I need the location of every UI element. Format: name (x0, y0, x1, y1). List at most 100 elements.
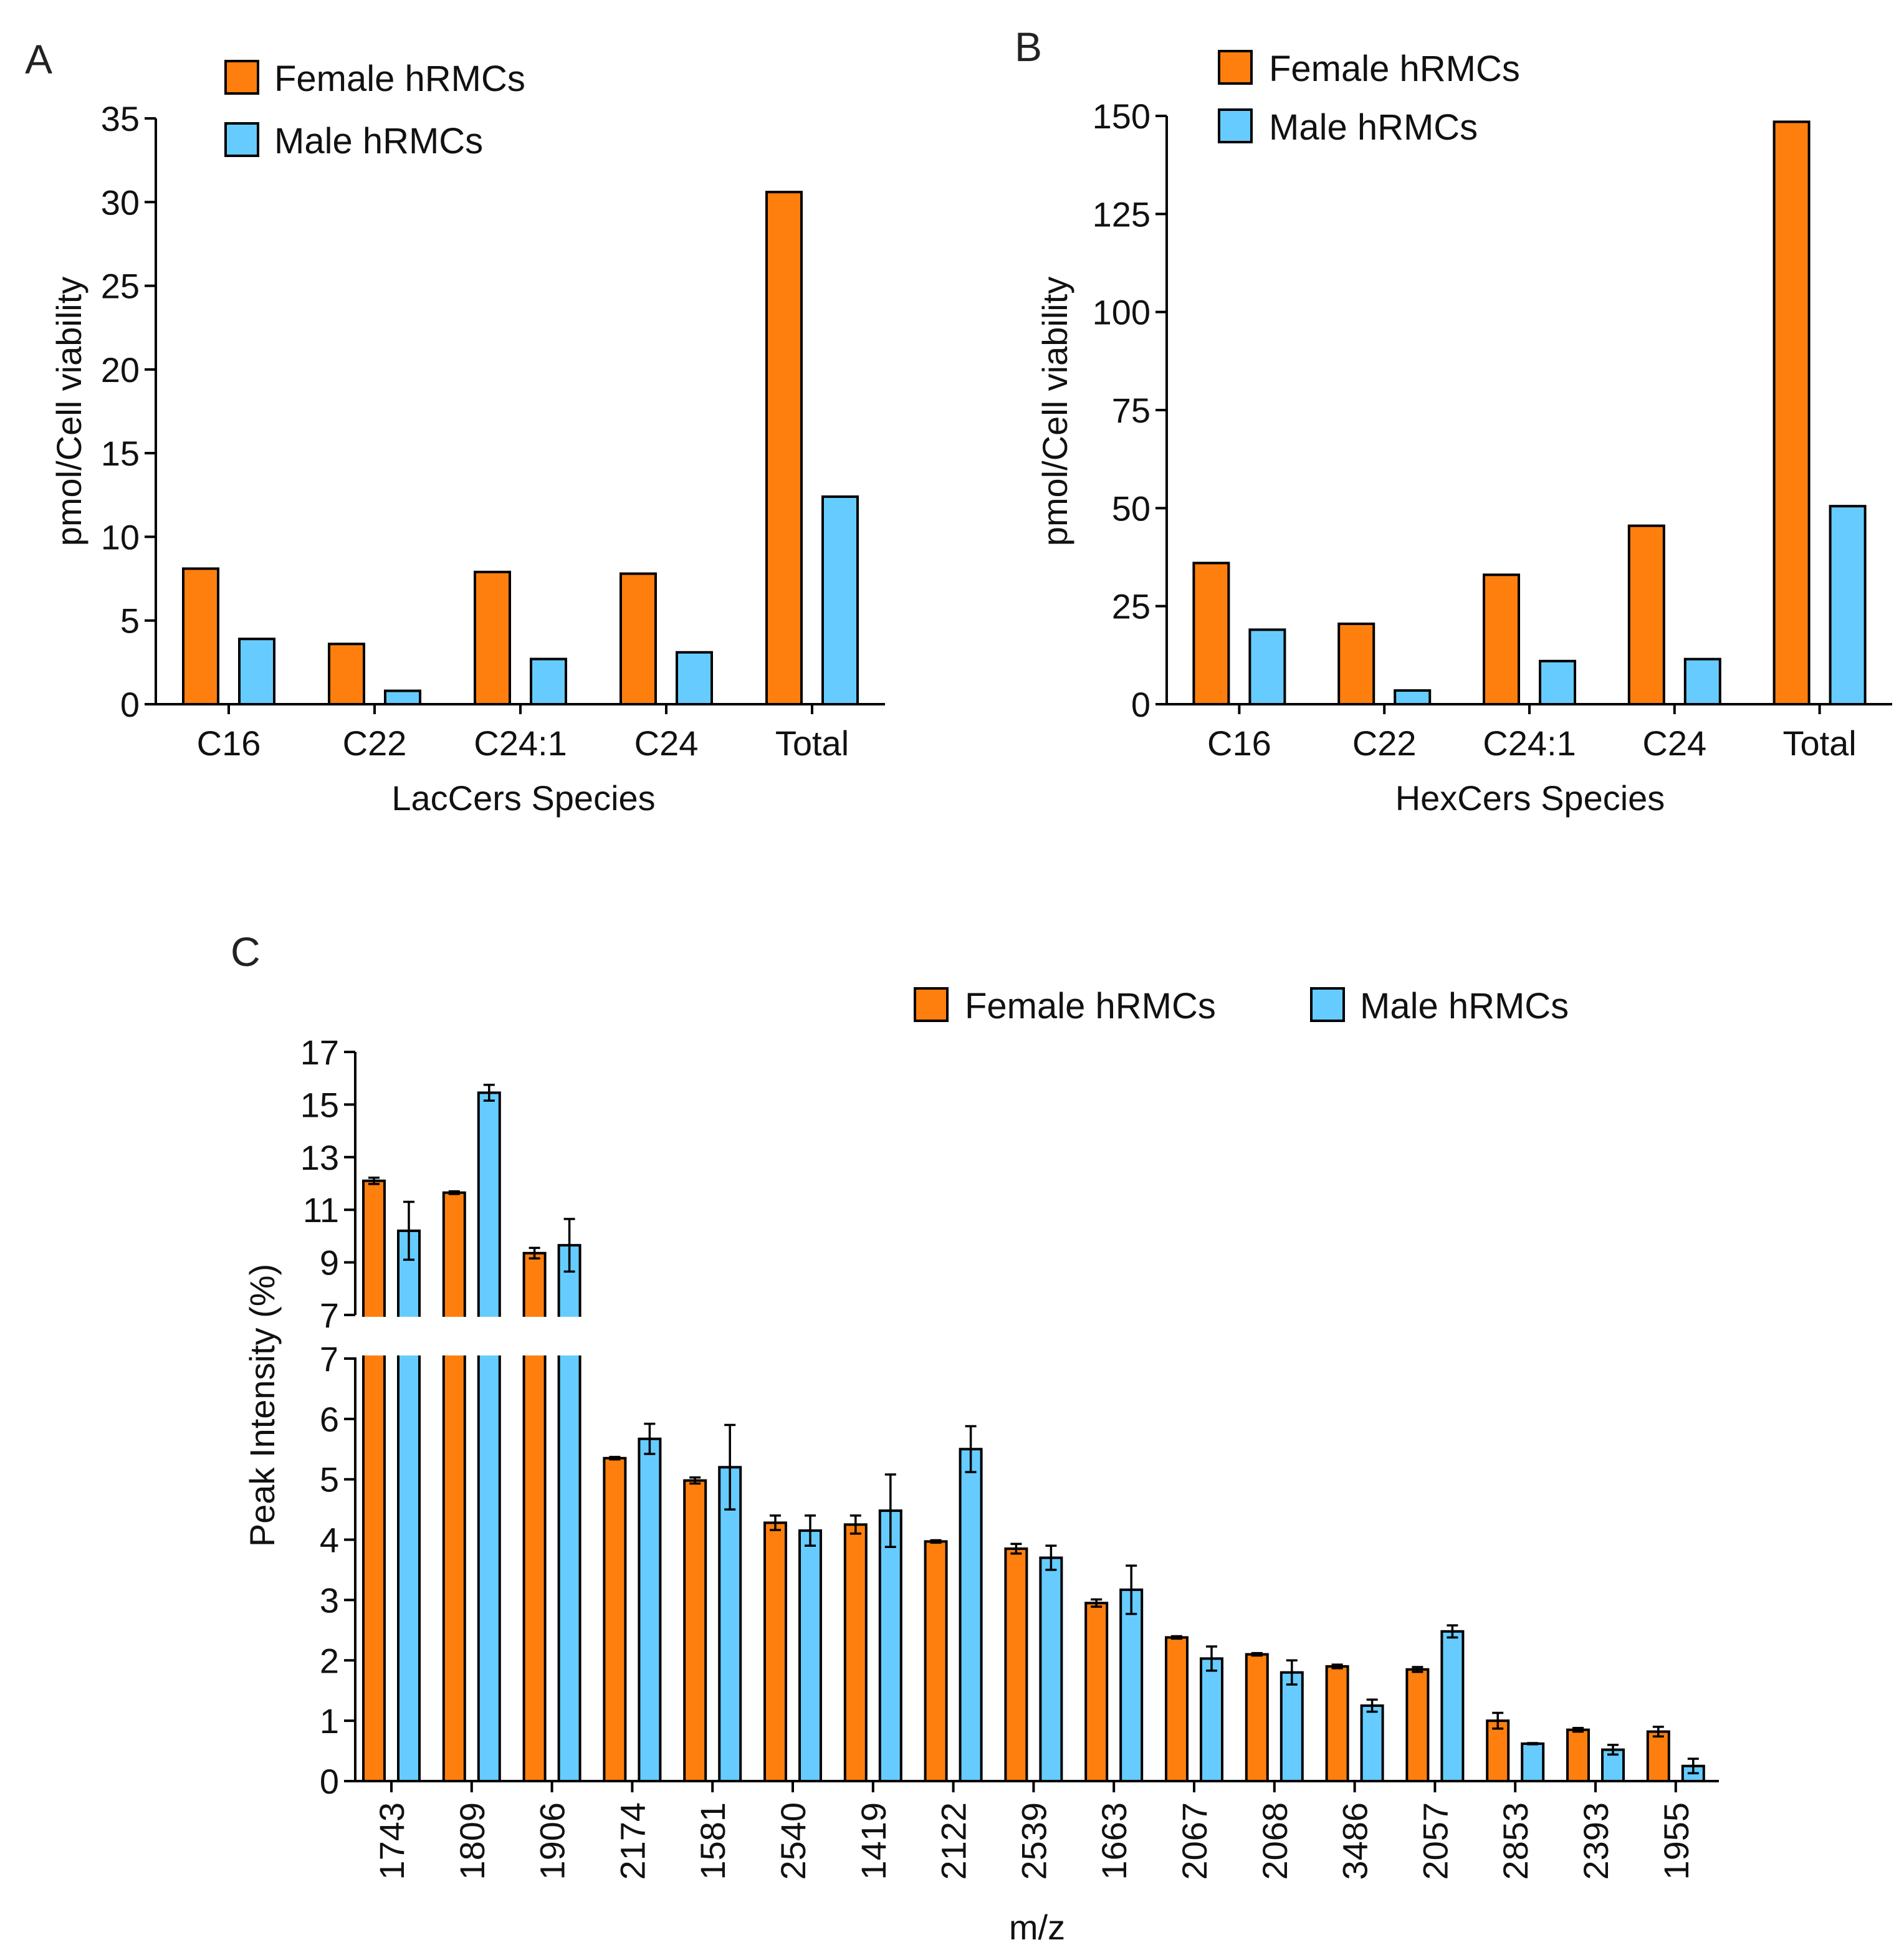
y-tick-label: 2 (320, 1641, 339, 1680)
error-bar (644, 1422, 656, 1455)
bar-male-1419 (878, 1509, 902, 1783)
legend-label-male: Male hRMCs (1360, 986, 1569, 1026)
panel-a-label: A (25, 36, 52, 82)
bar-female-c22 (1337, 622, 1375, 706)
x-tick-label: C16 (1207, 724, 1271, 763)
panel-b-label: B (1015, 24, 1042, 70)
x-tick-label: C22 (343, 724, 407, 763)
bar-female-1955 (1646, 1730, 1670, 1783)
y-tick-label: 17 (300, 1033, 339, 1072)
panel-c: C Female hRMCs Male hRMCs 0 1 2 3 4 5 6 7 7 9 11 13… (231, 929, 1719, 1945)
panel-c-label: C (231, 929, 261, 975)
error-bar (884, 1473, 896, 1548)
bar-male-2853 (1521, 1742, 1545, 1782)
legend-label-female: Female hRMCs (1269, 49, 1520, 89)
y-tick-label: 25 (1112, 587, 1151, 626)
x-tick-label: 2067 (1175, 1802, 1214, 1880)
panel-a-x-axis: C16 C22 C24:1 C24 Total (197, 704, 849, 763)
bar-female-c24 (1627, 524, 1665, 705)
panel-a-x-axis-title: LacCers Species (391, 778, 655, 818)
error-bar (1607, 1744, 1619, 1756)
error-bar (1447, 1624, 1458, 1639)
bar-male-3486 (1360, 1704, 1384, 1782)
y-tick-label: 75 (1112, 391, 1151, 430)
error-bar (1572, 1727, 1584, 1733)
bar-female-c24 (620, 572, 657, 705)
error-bar (403, 1200, 414, 1261)
bar-male-2174 (638, 1437, 662, 1783)
bar-female-2539 (1004, 1547, 1028, 1783)
error-bar (1492, 1711, 1504, 1730)
bar-male-c16 (238, 638, 275, 706)
bar-male-total (821, 495, 859, 705)
panel-c-x-axis: 1743 1809 1906 2174 1581 2540 1419 2122 2539 1663… (372, 1781, 1696, 1880)
bar-male-1581 (718, 1466, 742, 1782)
panel-c-x-axis-title: m/z (1009, 1908, 1065, 1945)
panel-a-axis-lines (155, 118, 885, 705)
y-tick-label: 20 (101, 350, 140, 389)
panel-c-axis-lower (354, 1357, 1719, 1782)
bar-female-2393 (1566, 1728, 1590, 1782)
error-bar (1206, 1645, 1217, 1672)
panel-c-bars (362, 1084, 1705, 1783)
bar-female-c16 (1192, 562, 1230, 705)
x-tick-label: 2174 (613, 1802, 652, 1880)
legend-swatch-female (914, 987, 949, 1022)
y-tick-label: 10 (101, 517, 140, 557)
x-tick-label: 1581 (693, 1802, 732, 1880)
y-tick-label: 15 (300, 1085, 339, 1124)
error-bar (1286, 1659, 1298, 1686)
legend-swatch-male (1218, 108, 1253, 143)
error-bar (1251, 1651, 1263, 1657)
panel-b-x-axis-title: HexCers Species (1395, 778, 1665, 818)
y-tick-label: 7 (320, 1296, 339, 1335)
error-bar (1045, 1544, 1057, 1571)
bar-male-total (1829, 505, 1867, 705)
bar-female-2853 (1486, 1719, 1510, 1782)
panel-a-legend: Female hRMCs Male hRMCs (224, 59, 525, 161)
error-bar (965, 1425, 977, 1473)
bar-female-2057 (1405, 1668, 1430, 1782)
x-tick-label: 1419 (854, 1802, 893, 1880)
bar-male-2057 (1440, 1630, 1465, 1782)
bar-male-1809 (477, 1091, 501, 1782)
bar-male-2068 (1280, 1671, 1304, 1783)
legend-label-male: Male hRMCs (1269, 107, 1478, 148)
y-tick-label: 125 (1093, 194, 1151, 234)
bar-male-c22 (1394, 689, 1432, 706)
x-tick-label: C24 (634, 724, 699, 763)
bar-female-1419 (843, 1523, 868, 1783)
legend-swatch-female (1218, 50, 1253, 85)
bar-female-c16 (182, 567, 219, 706)
y-tick-label: 11 (303, 1190, 339, 1230)
panel-b: B Female hRMCs Male hRMCs 0 25 50 75 100 125 1… (1015, 24, 1892, 818)
bar-male-1743 (397, 1229, 421, 1782)
error-bar (1687, 1757, 1699, 1775)
bar-female-2540 (763, 1521, 787, 1782)
bar-female-1581 (683, 1479, 707, 1782)
panel-c-y-axis: 0 1 2 3 4 5 6 7 7 9 11 13 15 17 (300, 1033, 355, 1801)
y-tick-label: 0 (120, 685, 140, 724)
y-tick-label: 5 (120, 601, 140, 641)
axis-break-gap (337, 1317, 586, 1355)
bar-female-1663 (1084, 1602, 1109, 1783)
bar-female-c24-1 (474, 570, 511, 705)
panel-b-axis-lines (1165, 116, 1892, 705)
bar-female-c22 (328, 643, 365, 706)
bar-female-1743 (362, 1179, 386, 1782)
bar-female-2068 (1245, 1653, 1269, 1783)
panel-a-bars (182, 191, 859, 706)
legend-swatch-male (224, 122, 259, 157)
error-bar (1126, 1564, 1137, 1615)
bar-male-c24-1 (1539, 659, 1576, 705)
error-bar (689, 1476, 701, 1485)
error-bar (1091, 1598, 1103, 1608)
error-bar (1412, 1666, 1423, 1673)
legend-label-female: Female hRMCs (274, 59, 525, 99)
bar-male-c24 (1683, 657, 1721, 706)
y-tick-label: 9 (320, 1243, 339, 1283)
bar-female-2067 (1165, 1636, 1189, 1782)
x-tick-label: 1955 (1657, 1802, 1696, 1880)
error-bar (770, 1514, 781, 1531)
error-bar (368, 1176, 380, 1185)
